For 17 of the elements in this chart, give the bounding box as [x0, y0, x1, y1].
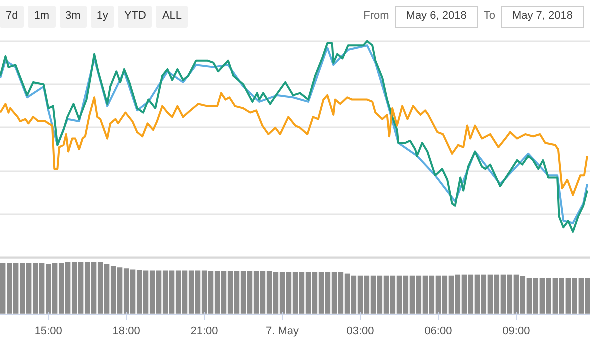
text: From	[364, 10, 390, 22]
x-tick-label: 18:00	[112, 326, 140, 338]
x-tick-label: 15:00	[34, 326, 62, 338]
x-tick-label: 09:00	[502, 326, 530, 338]
button: 7d	[0, 6, 24, 28]
button: 3m	[60, 6, 87, 28]
x-tick-label: 7. May	[266, 326, 300, 338]
button: 1m	[28, 6, 56, 28]
x-tick-label: 21:00	[190, 326, 218, 338]
button: YTD	[118, 6, 152, 28]
button: ALL	[156, 6, 188, 28]
date-input: May 7, 2018	[501, 6, 584, 28]
date-input: May 6, 2018	[395, 6, 478, 28]
text: To	[484, 10, 496, 22]
button: 1y	[90, 6, 114, 28]
x-tick-label: 06:00	[424, 326, 452, 338]
x-tick-label: 03:00	[346, 326, 374, 338]
